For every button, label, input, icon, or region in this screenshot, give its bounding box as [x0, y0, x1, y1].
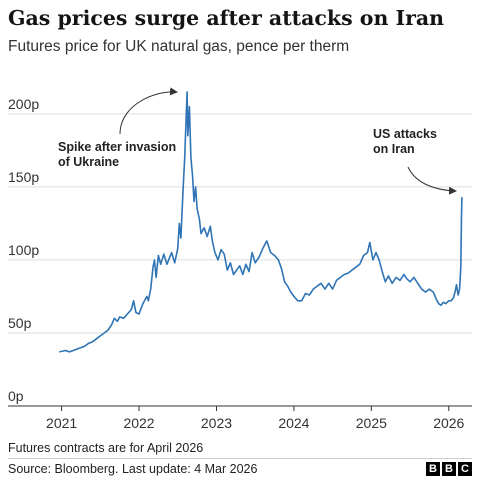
y-tick-label: 200p [8, 96, 39, 112]
annotation-iran-label: US attacks on Iran [373, 127, 440, 156]
y-tick-label: 100p [8, 242, 39, 258]
annotation-ukraine-arrow [119, 87, 178, 135]
series-line-0 [59, 91, 463, 353]
x-tick-label: 2026 [433, 415, 464, 431]
annotation-ukraine-label: Spike after invasion of Ukraine [58, 140, 180, 169]
annotation-iran-line-2: on Iran [373, 142, 415, 156]
annotation-ukraine-line-1: Spike after invasion [58, 140, 176, 154]
annotation-ukraine: Spike after invasion of Ukraine [58, 87, 180, 169]
annotation-iran-line-1: US attacks [373, 127, 437, 141]
bbc-logo-letter-3: C [458, 462, 472, 476]
chart-title: Gas prices surge after attacks on Iran [8, 6, 445, 30]
x-tick-label: 2025 [356, 415, 387, 431]
y-tick-label: 50p [8, 315, 32, 331]
x-tick-label: 2021 [46, 415, 77, 431]
footnote: Futures contracts are for April 2026 [8, 441, 204, 455]
bbc-logo-letter-2: B [442, 462, 456, 476]
bbc-logo: B B C [426, 462, 472, 476]
bbc-logo-letter-1: B [426, 462, 440, 476]
y-axis-ticks: 0p 50p 100p 150p 200p [8, 96, 39, 404]
x-tick-label: 2022 [123, 415, 154, 431]
y-tick-label: 0p [8, 388, 24, 404]
series-layer [59, 91, 463, 353]
gridlines [8, 113, 472, 407]
chart-subtitle: Futures price for UK natural gas, pence … [8, 38, 350, 55]
source-text: Source: Bloomberg. Last update: 4 Mar 20… [8, 462, 258, 476]
annotation-iran-arrow [407, 166, 457, 195]
x-tick-label: 2024 [278, 415, 309, 431]
y-tick-label: 150p [8, 169, 39, 185]
footer-divider [8, 458, 472, 459]
x-axis-ticks: 2021 2022 2023 2024 2025 2026 [46, 406, 465, 431]
annotation-ukraine-line-2: of Ukraine [58, 155, 119, 169]
annotation-iran: US attacks on Iran [373, 127, 457, 195]
x-tick-label: 2023 [201, 415, 232, 431]
